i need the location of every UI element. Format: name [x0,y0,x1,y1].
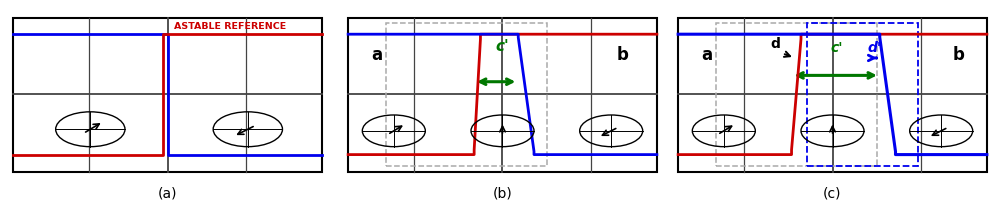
Bar [386,23,547,166]
Text: c': c' [831,41,843,56]
Text: (c): (c) [823,186,842,200]
Bar [807,23,918,166]
Text: ASTABLE REFERENCE: ASTABLE REFERENCE [174,21,286,31]
Bar [716,23,877,166]
Text: (a): (a) [158,186,177,200]
Text: a: a [371,46,382,64]
Text: (b): (b) [493,186,512,200]
Text: a: a [701,46,712,64]
Text: d': d' [868,41,882,56]
Text: c': c' [496,39,509,54]
Text: b: b [616,46,628,64]
Text: b: b [953,46,964,64]
Text: d: d [771,38,781,51]
